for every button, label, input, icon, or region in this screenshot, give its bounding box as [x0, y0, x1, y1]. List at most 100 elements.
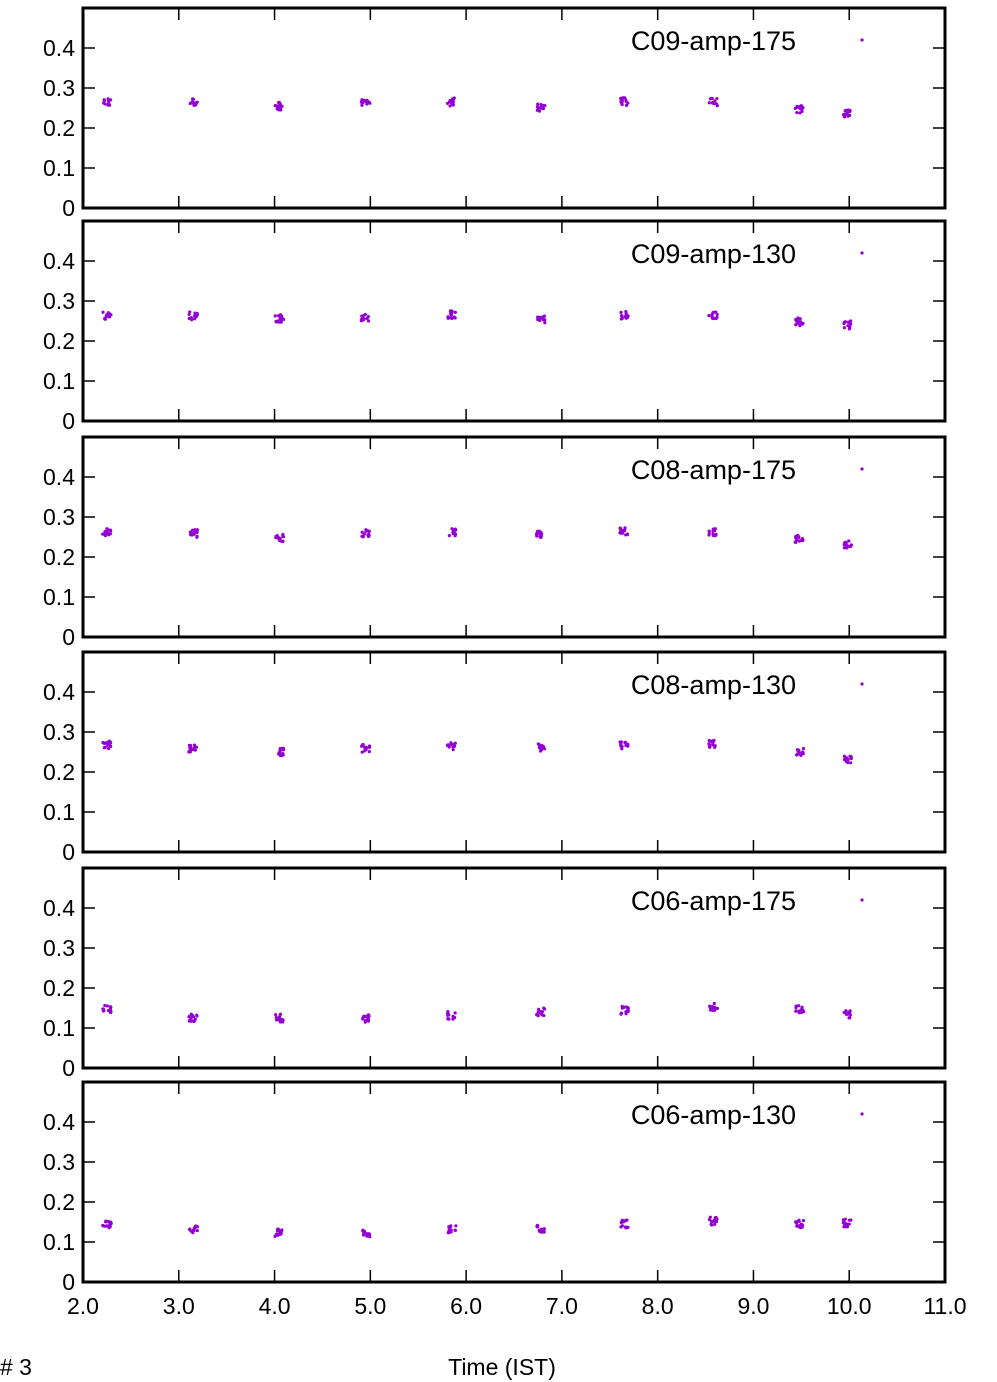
data-point	[195, 1228, 199, 1233]
x-tick-label: 7.0	[546, 1293, 578, 1319]
data-point	[105, 1004, 110, 1008]
y-tick-label: 0	[62, 839, 75, 865]
data-point	[800, 1005, 804, 1009]
data-point	[707, 745, 712, 749]
data-point	[195, 534, 199, 539]
data-point	[707, 313, 711, 318]
data-point	[191, 1015, 196, 1019]
data-cluster	[101, 739, 113, 751]
data-cluster	[447, 527, 458, 538]
legend-label: C09-amp-130	[631, 239, 796, 269]
data-point	[624, 743, 628, 748]
data-point	[539, 748, 544, 752]
data-cluster	[361, 1228, 372, 1239]
data-point	[537, 745, 541, 750]
data-cluster	[446, 309, 457, 320]
data-point	[367, 750, 371, 754]
data-cluster	[619, 96, 630, 107]
x-tick-label: 3.0	[163, 1293, 195, 1319]
data-point	[842, 546, 847, 550]
data-cluster	[361, 1013, 371, 1024]
data-point	[361, 1228, 365, 1232]
legend-label: C08-amp-175	[631, 455, 796, 485]
data-point	[710, 1220, 714, 1224]
data-point	[190, 1019, 194, 1023]
data-cluster	[795, 746, 806, 758]
data-point	[713, 527, 717, 531]
data-point	[619, 1011, 624, 1015]
data-point	[712, 1001, 716, 1006]
data-point	[279, 1229, 284, 1234]
data-point	[452, 744, 457, 748]
data-point	[535, 1224, 539, 1229]
data-point	[711, 743, 715, 747]
y-tick-label: 0.1	[43, 799, 75, 825]
data-cluster	[274, 1012, 285, 1024]
data-point	[795, 319, 799, 323]
data-point	[195, 1014, 199, 1018]
data-point	[362, 317, 366, 321]
data-point	[367, 532, 371, 537]
y-tick-label: 0.2	[43, 115, 75, 141]
data-cluster	[446, 1010, 457, 1021]
data-cluster	[273, 313, 286, 324]
data-point	[279, 106, 283, 110]
data-point	[188, 530, 192, 534]
data-point	[848, 761, 853, 765]
data-point	[713, 534, 717, 538]
y-tick-label: 0.1	[43, 1229, 75, 1255]
data-point	[448, 104, 452, 108]
data-cluster	[445, 741, 457, 752]
data-point	[362, 532, 366, 536]
data-point	[797, 1219, 801, 1223]
data-point	[188, 310, 192, 314]
data-cluster	[101, 527, 113, 538]
data-point	[281, 751, 285, 756]
data-point	[794, 1009, 798, 1013]
x-tick-label: 9.0	[737, 1293, 769, 1319]
data-point	[539, 1227, 543, 1231]
data-cluster	[707, 96, 719, 108]
data-point	[842, 754, 846, 758]
data-cluster	[274, 532, 286, 543]
data-point	[190, 528, 195, 532]
data-point	[195, 528, 199, 532]
data-point	[195, 1225, 200, 1229]
data-point	[797, 535, 801, 540]
data-point	[103, 1003, 107, 1008]
data-point	[535, 534, 539, 538]
data-point	[707, 738, 711, 743]
data-cluster	[841, 108, 852, 119]
data-point	[624, 98, 628, 102]
data-point	[800, 109, 804, 114]
data-point	[449, 1228, 453, 1232]
data-point	[844, 1009, 848, 1013]
panel-5: 0 0.1 0.2 0.3 0.4 C06-amp-175	[43, 866, 947, 1081]
y-tick-label: 0.1	[43, 368, 75, 394]
data-point	[360, 750, 364, 754]
data-cluster	[842, 1009, 852, 1020]
data-point	[445, 743, 450, 748]
plot-frame	[81, 219, 947, 423]
data-point	[450, 309, 454, 314]
data-point	[795, 104, 799, 108]
plot-frame	[81, 6, 947, 210]
data-point	[710, 1223, 714, 1227]
y-tick-label: 0.3	[43, 1149, 75, 1175]
data-point	[101, 1223, 105, 1228]
data-cluster	[101, 1003, 113, 1015]
data-point	[368, 1235, 372, 1239]
data-point	[795, 1224, 799, 1228]
y-tick-label: 0.1	[43, 584, 75, 610]
y-tick-label: 0.1	[43, 1015, 75, 1041]
data-cluster	[360, 743, 372, 754]
data-cluster	[708, 1001, 720, 1012]
data-point	[540, 316, 544, 320]
data-point	[278, 1012, 283, 1016]
data-point	[447, 1017, 451, 1021]
data-point	[193, 748, 197, 752]
data-point	[620, 1005, 625, 1009]
data-point	[277, 751, 281, 755]
legend-label: C06-amp-130	[631, 1100, 796, 1130]
